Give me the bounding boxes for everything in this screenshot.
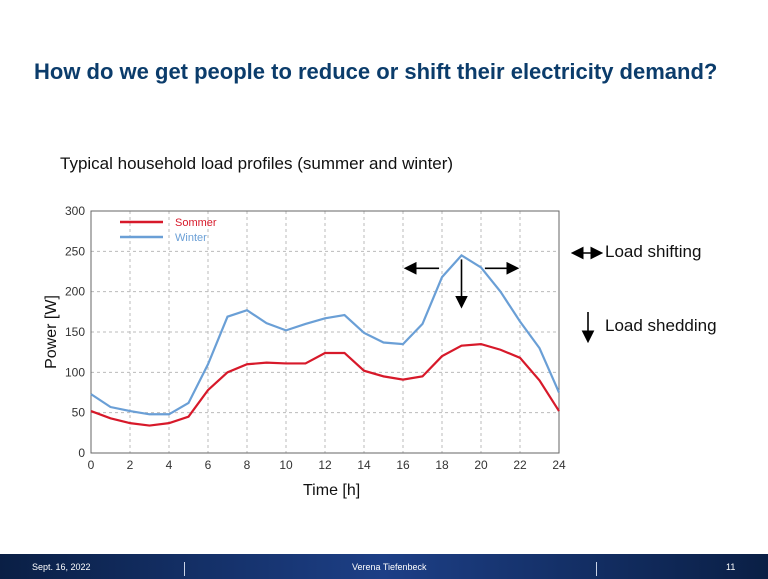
y-tick-label: 200 [65, 285, 85, 299]
x-tick-label: 6 [205, 458, 212, 472]
y-tick-label: 150 [65, 325, 85, 339]
x-tick-label: 10 [279, 458, 293, 472]
x-tick-label: 18 [435, 458, 449, 472]
y-tick-label: 250 [65, 244, 85, 258]
slide-title: How do we get people to reduce or shift … [34, 59, 718, 84]
x-axis-label: Time [h] [303, 482, 360, 499]
footer-divider [596, 562, 597, 576]
load-shedding-label: Load shedding [605, 316, 717, 335]
footer-divider [184, 562, 185, 576]
legend-label: Winter [175, 232, 207, 244]
x-tick-label: 14 [357, 458, 371, 472]
y-tick-label: 0 [78, 446, 85, 460]
load-shifting-label: Load shifting [605, 242, 702, 261]
chart-subtitle: Typical household load profiles (summer … [60, 154, 454, 173]
footer-page-number: 11 [726, 562, 736, 572]
x-tick-label: 0 [88, 458, 95, 472]
x-tick-label: 8 [244, 458, 251, 472]
x-tick-label: 12 [318, 458, 332, 472]
load-profile-chart: 0 2 4 6 8 10 12 14 16 18 20 22 24050100150200250300T… [43, 204, 604, 499]
x-tick-label: 24 [552, 458, 566, 472]
series-line-winter [90, 253, 561, 416]
footer-date: Sept. 16, 2022 [32, 562, 91, 572]
x-tick-label: 4 [166, 458, 173, 472]
footer-bar: Sept. 16, 2022 Verena Tiefenbeck 11 [0, 554, 768, 579]
footer-author: Verena Tiefenbeck [352, 562, 427, 572]
x-tick-label: 22 [513, 458, 527, 472]
x-tick-label: 2 [127, 458, 134, 472]
y-tick-label: 300 [65, 204, 85, 218]
y-axis-label: Power [W] [43, 295, 60, 369]
series-line-sommer [90, 342, 560, 427]
plot-frame [90, 210, 560, 454]
legend-label: Sommer [175, 217, 217, 229]
y-tick-label: 100 [65, 365, 85, 379]
x-tick-label: 16 [396, 458, 410, 472]
y-tick-label: 50 [72, 406, 86, 420]
x-tick-label: 20 [474, 458, 488, 472]
